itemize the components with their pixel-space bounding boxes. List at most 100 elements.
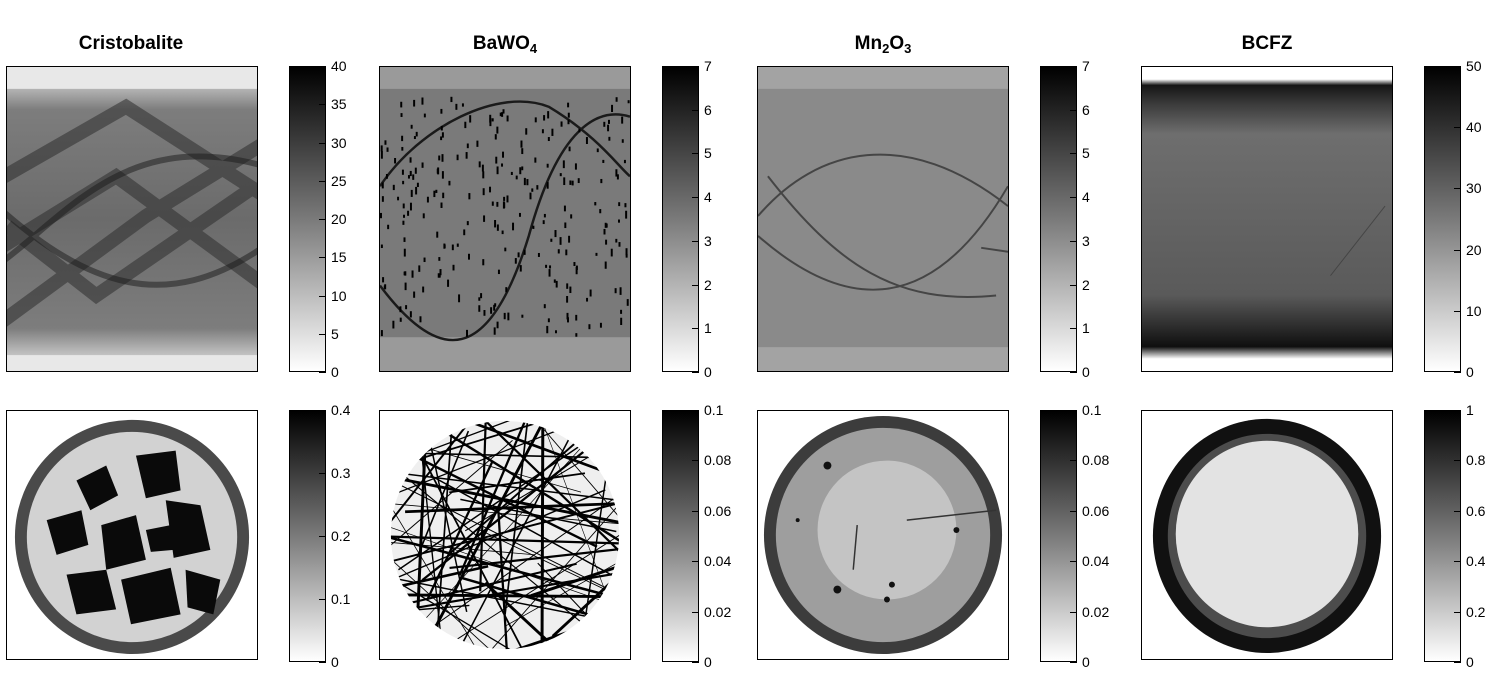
reconstruction-streak — [526, 420, 620, 650]
sinogram-spot — [615, 169, 618, 177]
sinogram-spot — [596, 148, 599, 153]
sinogram-spot — [604, 261, 607, 269]
sinogram-spot — [567, 102, 570, 108]
sinogram-bawo4 — [379, 66, 631, 372]
sinogram-spot — [494, 303, 497, 307]
colorbar-1-0-tick-1 — [692, 328, 699, 329]
colorbar-2-0-tick-3 — [1070, 241, 1077, 242]
sinogram-spot — [599, 209, 602, 214]
colorbar-2-1-tick-label-0: 0 — [1082, 654, 1090, 670]
sinogram-mn2o3 — [757, 66, 1009, 372]
sinogram-spot — [623, 159, 626, 164]
sinogram-spot — [493, 304, 496, 311]
colorbar-2-0-tick-label-1: 1 — [1082, 320, 1090, 336]
colorbar-2-0-tick-4 — [1070, 197, 1077, 198]
colorbar-1-0-tick-3 — [692, 241, 699, 242]
sinogram-spot — [541, 129, 544, 134]
reconstruction-streak — [390, 469, 620, 650]
sinogram-spot — [400, 101, 403, 108]
colorbar-3-0-tick-label-0: 0 — [1466, 364, 1474, 380]
sinogram-spot — [517, 252, 520, 258]
sinogram-spot — [585, 137, 588, 141]
sinogram-spot — [560, 121, 563, 127]
sinogram-spot — [569, 286, 572, 294]
sinogram-spot — [412, 174, 415, 180]
colorbar-2-0-tick-label-5: 5 — [1082, 145, 1090, 161]
sinogram-spot — [423, 113, 426, 118]
colorbar-2-0-tick-2 — [1070, 285, 1077, 286]
colorbar-0-1-tick-0 — [319, 662, 326, 663]
colorbar-0-0-tick-label-6: 30 — [331, 135, 347, 151]
colorbar-0-0-tick-2 — [319, 296, 326, 297]
colorbar-3-1-tick-label-1: 0.2 — [1466, 604, 1486, 620]
sinogram-spot — [464, 121, 467, 129]
sinogram-spot — [421, 162, 424, 168]
sinogram-spot — [625, 210, 628, 219]
sinogram-spot — [397, 196, 400, 201]
colorbar-1-1-tick-label-0: 0 — [704, 654, 712, 670]
colorbar-3-1-tick-label-0: 0 — [1466, 654, 1474, 670]
colorbar-1-1-tick-label-4: 0.08 — [704, 452, 732, 468]
sinogram-spot — [491, 201, 494, 206]
colorbar-1-1-tick-label-5: 0.1 — [704, 402, 724, 418]
sinogram-spot — [618, 202, 621, 207]
colorbar-1-0-tick-label-4: 4 — [704, 189, 712, 205]
sinogram-spot — [566, 312, 569, 320]
sinogram-spot — [465, 152, 468, 159]
colorbar-bawo4-sinogram — [662, 66, 699, 372]
sinogram-spot — [537, 252, 540, 257]
sinogram-spot — [401, 169, 404, 175]
sinogram-spot — [526, 179, 529, 186]
sinogram-spot — [491, 118, 494, 122]
colorbar-3-1-tick-label-3: 0.6 — [1466, 503, 1486, 519]
sinogram-spot — [383, 285, 386, 289]
sinogram-spot — [447, 279, 450, 287]
sinogram-spot — [543, 304, 546, 309]
sinogram-spot — [439, 269, 442, 276]
reconstruction-streak — [390, 555, 538, 650]
reconstruction-streak — [449, 472, 586, 494]
colorbar-3-1-tick-label-5: 1 — [1466, 402, 1474, 418]
colorbar-1-0-tick-2 — [692, 285, 699, 286]
sinogram-spot — [496, 166, 499, 175]
sinogram-spot — [506, 195, 509, 203]
colorbar-0-0-tick-label-5: 25 — [331, 173, 347, 189]
sinogram-spot — [520, 140, 523, 148]
sinogram-spot — [392, 320, 395, 329]
colorbar-2-0-tick-5 — [1070, 153, 1077, 154]
sinogram-spot — [400, 113, 403, 117]
sinogram-spot — [493, 327, 496, 335]
colorbar-1-1-tick-5 — [692, 410, 699, 411]
colorbar-0-0-tick-3 — [319, 257, 326, 258]
reconstruction-streak — [390, 478, 620, 650]
sinogram-spot — [478, 305, 481, 312]
sinogram-spot — [499, 112, 502, 117]
sinogram-spot — [534, 157, 537, 163]
sinogram-spot — [386, 147, 389, 152]
colorbar-0-1-tick-label-4: 0.4 — [331, 402, 351, 418]
sinogram-spot — [624, 203, 627, 208]
colorbar-2-0-tick-label-6: 6 — [1082, 102, 1090, 118]
title-cristobalite: Cristobalite — [78, 33, 184, 54]
sinogram-spot — [435, 189, 438, 193]
sinogram-spot — [563, 177, 566, 186]
sinogram-spot — [523, 249, 526, 255]
reconstruction-streak — [390, 420, 620, 650]
sinogram-spot — [411, 270, 414, 278]
reconstruction-streak — [390, 538, 535, 556]
sinogram-spot — [585, 139, 588, 144]
colorbar-0-0-tick-4 — [319, 219, 326, 220]
sinogram-spot — [399, 306, 402, 313]
sinogram-spot — [502, 151, 505, 158]
sinogram-spot — [577, 178, 580, 184]
sinogram-spot — [415, 186, 418, 195]
sinogram-spot — [413, 99, 416, 107]
sinogram-spot — [569, 180, 572, 185]
colorbar-3-0-tick-label-1: 10 — [1466, 303, 1482, 319]
sinogram-spot — [438, 155, 441, 161]
colorbar-2-0-tick-label-4: 4 — [1082, 189, 1090, 205]
sinogram-spot — [510, 171, 513, 175]
sinogram-spot — [407, 210, 410, 216]
sinogram-spot — [603, 121, 606, 127]
sinogram-spot — [452, 264, 455, 271]
